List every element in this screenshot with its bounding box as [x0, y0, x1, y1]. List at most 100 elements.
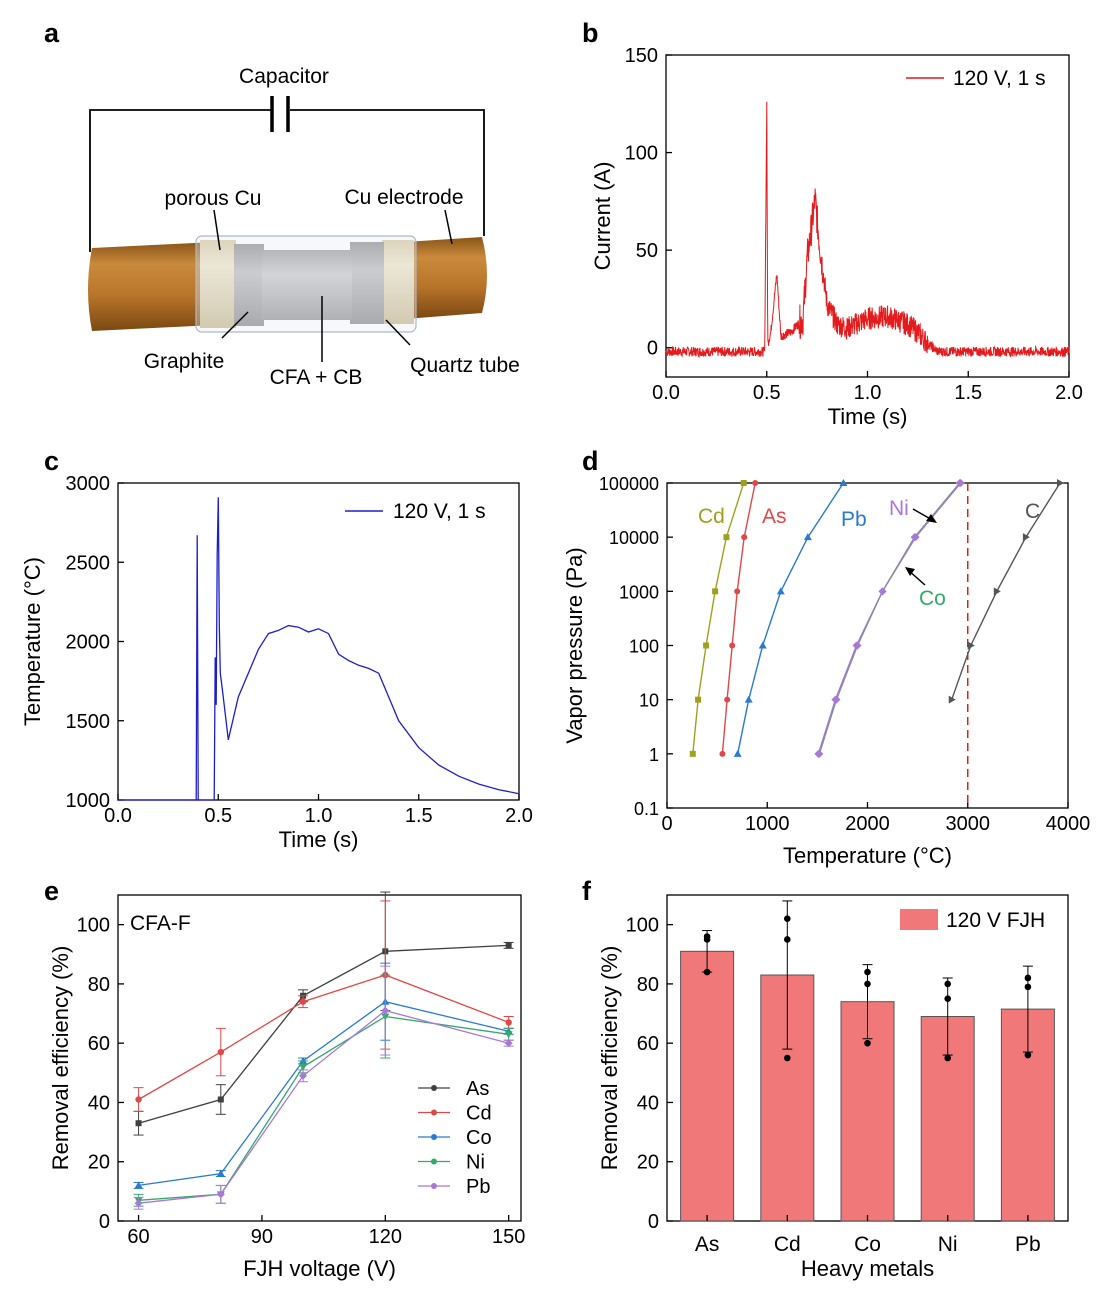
bars-x-tick-label: Ni	[938, 1233, 958, 1256]
bar-data-point	[784, 936, 791, 943]
bar-data-point	[703, 968, 711, 976]
vapor-point-c	[967, 641, 975, 650]
cfa-cb-label: CFA + CB	[270, 366, 363, 389]
current-axes-frame	[665, 54, 1070, 378]
bar-data-point	[864, 980, 871, 988]
temperature-y-tick-label: 2500	[66, 552, 111, 574]
vapor-x-tick-label: 3000	[946, 813, 991, 835]
vapor-point-c	[993, 587, 1001, 596]
vapor-point-pb	[758, 641, 767, 649]
cu-electrode-label: Cu electrode	[344, 186, 463, 209]
temperature-legend-label: 120 V, 1 s	[393, 500, 486, 523]
temperature-x-tick-label: 2.0	[505, 805, 533, 827]
porous-cu-right	[382, 240, 414, 324]
current-y-axis-title: Current (A)	[590, 162, 615, 271]
temperature-axes-frame	[117, 482, 520, 801]
capacitor-label: Capacitor	[239, 65, 329, 88]
vapor-x-axis-title: Temperature (°C)	[783, 843, 952, 868]
current-y-tick-label: 100	[625, 143, 658, 165]
vapor-point-pb	[744, 695, 753, 703]
vapor-point-cd	[740, 480, 747, 486]
voltage-legend-marker	[431, 1183, 437, 1189]
vapor-x-tick-label: 4000	[1046, 813, 1091, 835]
vapor-point-co	[878, 587, 887, 596]
voltage-point-pb	[504, 1039, 513, 1048]
circuit-wire	[89, 109, 485, 252]
porous-cu-label: porous Cu	[165, 187, 262, 210]
voltage-y-tick-label: 40	[88, 1092, 110, 1114]
vapor-point-cd	[703, 642, 710, 649]
graphite-label: Graphite	[144, 350, 225, 373]
vapor-point-cd	[689, 750, 696, 757]
vapor-y-tick-label: 100	[629, 637, 659, 657]
panel-label-e: e	[44, 876, 59, 906]
cu-electrode-right	[405, 237, 487, 319]
voltage-legend-marker	[431, 1158, 437, 1165]
voltage-point-co	[216, 1169, 225, 1177]
vapor-point-co	[853, 641, 862, 650]
voltage-legend-ni: Ni	[466, 1152, 485, 1174]
bars-y-tick-label: 20	[637, 1152, 659, 1174]
voltage-x-tick-label: 150	[492, 1226, 525, 1248]
vapor-point-as	[719, 750, 726, 757]
chart-removal-vs-voltage: 60 90 120 150 0 20 40 60 80 100 FJH voltage (V) Rem…	[48, 891, 525, 1281]
voltage-x-axis-title: FJH voltage (V)	[243, 1256, 396, 1281]
voltage-point-cd	[217, 1048, 225, 1056]
current-x-tick-label: 0.5	[753, 382, 781, 404]
temperature-x-tick-label: 0.5	[204, 805, 232, 827]
vapor-axes-frame	[666, 482, 1069, 809]
temperature-series-line	[118, 497, 520, 801]
bars-x-tick-label: Cd	[774, 1233, 801, 1256]
vapor-point-pb	[839, 479, 848, 486]
vapor-label-as: As	[762, 505, 787, 528]
vapor-point-pb	[733, 749, 742, 757]
vapor-point-cd	[695, 696, 702, 703]
voltage-x-tick-label: 90	[251, 1226, 273, 1248]
current-x-tick-label: 1.0	[854, 382, 882, 404]
chart-current: 0.0 0.5 1.0 1.5 2.0 0 50 100 150 Time (s) Current …	[590, 45, 1083, 429]
voltage-legend-pb: Pb	[466, 1176, 490, 1198]
vapor-arrow-ni-head	[926, 514, 937, 523]
voltage-y-tick-label: 20	[88, 1152, 110, 1174]
voltage-series-cd	[138, 974, 509, 1101]
schematic-panel: Capacitor porous Cu Cu electrode Graphit…	[88, 65, 520, 389]
bars-x-axis-title: Heavy metals	[801, 1256, 934, 1281]
vapor-point-co	[910, 533, 919, 542]
panel-label-b: b	[582, 18, 599, 48]
graphite-left	[234, 244, 264, 326]
voltage-point-ni	[504, 1031, 513, 1039]
vapor-series-pb	[737, 482, 844, 754]
panel-label-d: d	[582, 446, 599, 476]
vapor-y-tick-label: 10	[639, 691, 659, 711]
current-y-tick-label: 150	[625, 45, 658, 67]
voltage-legend-marker	[431, 1085, 437, 1091]
porous-cu-left	[200, 240, 236, 328]
voltage-point-pb	[134, 1199, 143, 1208]
vapor-y-tick-label: 1000	[619, 582, 659, 602]
current-x-axis-title: Time (s)	[828, 404, 908, 429]
chart-vapor-pressure: 0 1000 2000 3000 4000 0.1 1 10 100 1000 10000 10000…	[562, 474, 1090, 868]
vapor-point-co	[832, 695, 841, 704]
vapor-series-cd	[692, 482, 745, 754]
voltage-point-pb	[216, 1190, 225, 1199]
bar-data-point	[784, 1054, 791, 1062]
vapor-y-axis-title: Vapor pressure (Pa)	[562, 547, 587, 743]
bars-x-tick-label: As	[695, 1233, 720, 1256]
bar-data-point	[864, 968, 871, 976]
bars-y-tick-label: 80	[637, 974, 659, 996]
temperature-x-tick-label: 0.0	[104, 805, 132, 827]
vapor-point-as	[724, 696, 731, 703]
vapor-point-as	[729, 642, 736, 649]
vapor-series-ni	[817, 482, 962, 755]
voltage-legend-co: Co	[466, 1127, 492, 1149]
vapor-point-as	[741, 534, 748, 541]
voltage-point-as	[135, 1120, 142, 1127]
current-y-tick-label: 0	[647, 338, 658, 360]
voltage-y-tick-label: 0	[99, 1211, 110, 1233]
voltage-point-cd	[299, 998, 307, 1005]
current-x-tick-label: 1.5	[954, 382, 982, 404]
current-series-line	[665, 101, 1070, 359]
vapor-y-tick-label: 0.1	[634, 799, 659, 819]
sample-cfa-cb	[262, 250, 352, 320]
bars-y-axis-title: Removal efficiency (%)	[597, 946, 622, 1171]
